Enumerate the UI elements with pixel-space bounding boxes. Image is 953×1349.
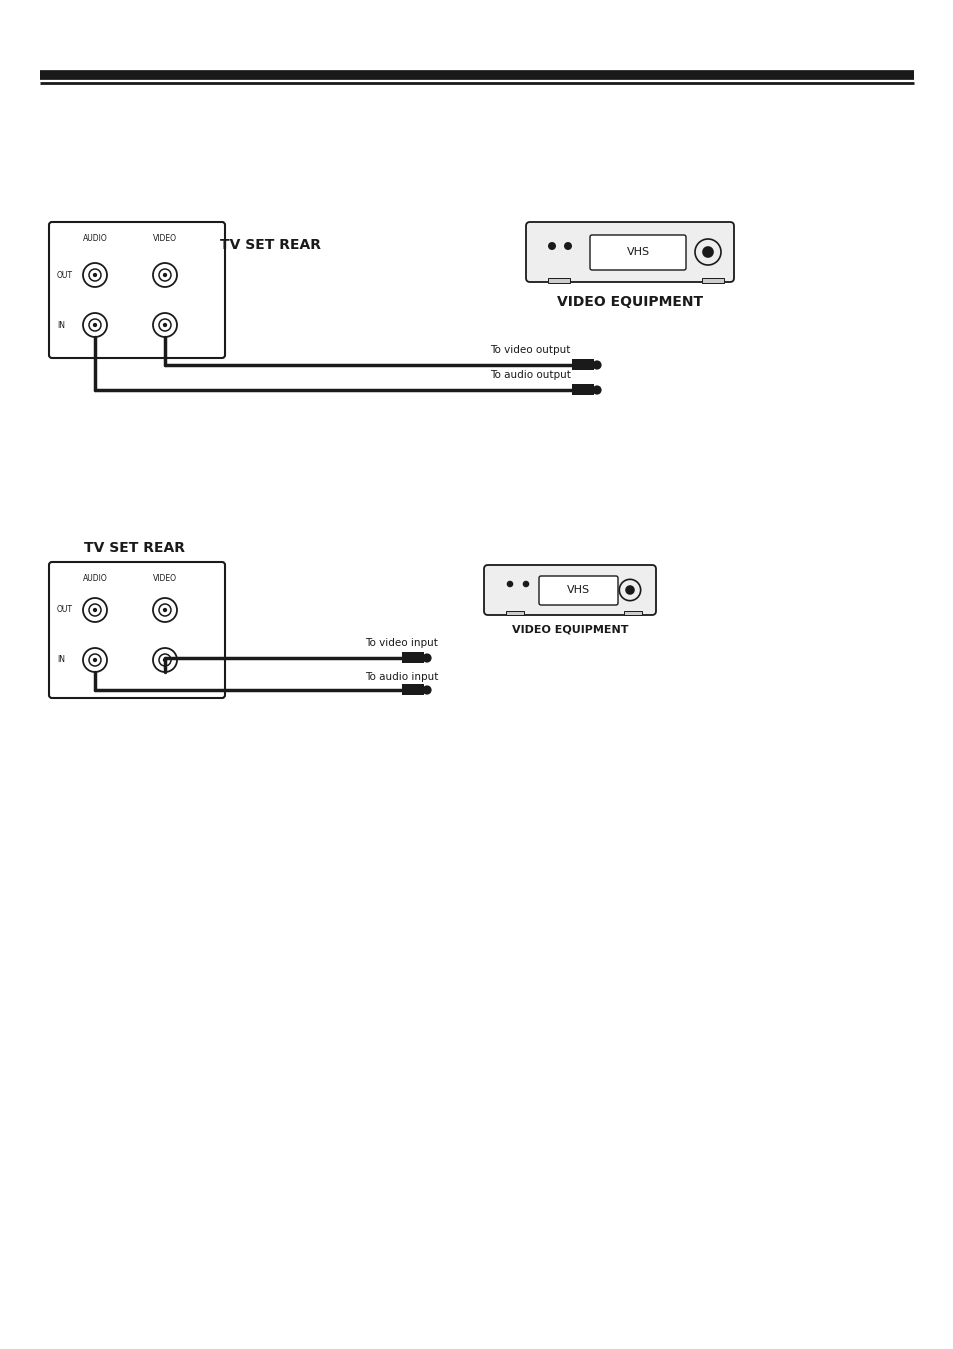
Circle shape (92, 658, 97, 662)
Text: VIDEO: VIDEO (152, 233, 177, 243)
Bar (401, 684, 423, 696)
Text: OUT: OUT (57, 606, 73, 615)
Circle shape (563, 241, 572, 250)
Circle shape (422, 653, 431, 662)
Bar (505, 611, 523, 615)
Text: AUDIO: AUDIO (83, 575, 108, 583)
Circle shape (592, 360, 601, 370)
Text: To audio output: To audio output (490, 370, 570, 380)
Circle shape (92, 322, 97, 328)
Circle shape (163, 608, 167, 612)
Circle shape (163, 322, 167, 328)
Circle shape (92, 608, 97, 612)
Circle shape (506, 580, 513, 587)
Text: OUT: OUT (57, 271, 73, 279)
FancyBboxPatch shape (538, 576, 618, 604)
Text: To video output: To video output (490, 345, 570, 355)
FancyBboxPatch shape (49, 563, 225, 697)
Text: VHS: VHS (626, 247, 649, 258)
Text: To video input: To video input (365, 638, 437, 648)
Bar (572, 359, 594, 371)
Circle shape (422, 685, 431, 695)
FancyBboxPatch shape (483, 565, 656, 615)
Bar (701, 278, 723, 283)
Text: IN: IN (57, 321, 65, 329)
Text: IN: IN (57, 656, 65, 665)
Circle shape (163, 658, 167, 662)
Bar (547, 278, 569, 283)
Circle shape (592, 386, 601, 395)
Text: TV SET REAR: TV SET REAR (85, 541, 185, 554)
Bar (572, 384, 594, 395)
Text: VIDEO EQUIPMENT: VIDEO EQUIPMENT (557, 295, 702, 309)
Bar (401, 653, 423, 664)
Text: AUDIO: AUDIO (83, 233, 108, 243)
FancyBboxPatch shape (525, 223, 733, 282)
Circle shape (547, 241, 556, 250)
Text: To audio input: To audio input (365, 672, 438, 683)
Text: VIDEO: VIDEO (152, 575, 177, 583)
Text: VIDEO EQUIPMENT: VIDEO EQUIPMENT (511, 625, 628, 635)
Circle shape (163, 272, 167, 277)
Text: VHS: VHS (566, 585, 589, 595)
FancyBboxPatch shape (589, 235, 685, 270)
Circle shape (701, 246, 713, 258)
Circle shape (624, 585, 634, 595)
Circle shape (92, 272, 97, 277)
Circle shape (522, 580, 529, 587)
Text: TV SET REAR: TV SET REAR (220, 237, 320, 252)
Bar (623, 611, 641, 615)
FancyBboxPatch shape (49, 223, 225, 357)
